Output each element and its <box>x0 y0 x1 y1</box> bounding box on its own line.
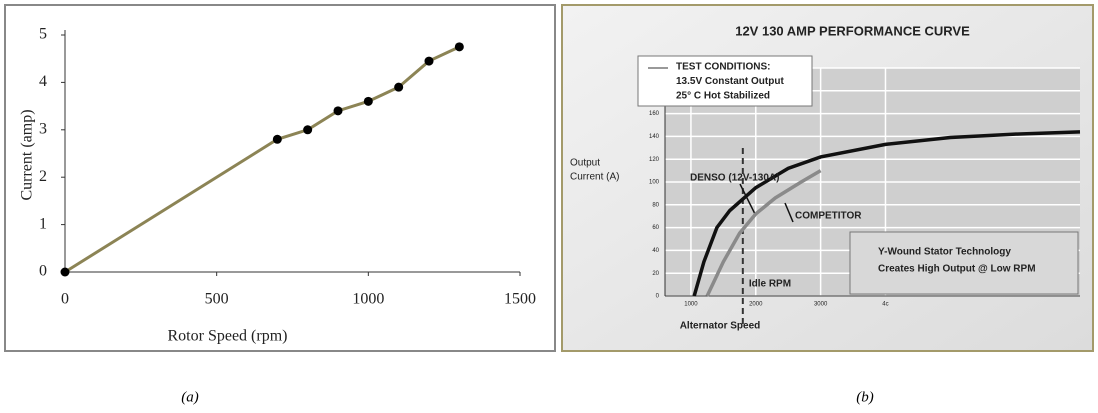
y-axis-label: Current (amp) <box>19 109 36 200</box>
x-tick-label: 1500 <box>504 291 536 308</box>
marker <box>273 135 282 144</box>
x-tick-label: 3000 <box>814 302 828 308</box>
series-label: DENSO (12V-130A) <box>690 173 779 184</box>
marker <box>455 42 464 51</box>
caption: (a) <box>181 389 199 405</box>
marker <box>425 57 434 66</box>
annotation-text: Creates High Output @ Low RPM <box>878 264 1036 275</box>
y-tick-label: 3 <box>39 120 47 137</box>
y-tick-label: 140 <box>649 134 660 140</box>
marker <box>394 83 403 92</box>
y-tick-label: 160 <box>649 111 660 117</box>
marker <box>303 125 312 134</box>
panel-a <box>5 5 555 351</box>
x-tick-label: 1000 <box>352 291 384 308</box>
chart-title: 12V 130 AMP PERFORMANCE CURVE <box>735 23 970 38</box>
y-tick-label: 100 <box>649 180 660 186</box>
y-axis-label: Output <box>570 158 600 169</box>
y-tick-label: 0 <box>39 263 47 280</box>
annotation-text: TEST CONDITIONS: <box>676 62 770 73</box>
y-tick-label: 4 <box>39 73 47 90</box>
caption: (b) <box>856 389 874 405</box>
y-tick-label: 20 <box>652 271 659 277</box>
marker <box>334 106 343 115</box>
annotation-text: Y-Wound Stator Technology <box>878 247 1011 258</box>
series-label: COMPETITOR <box>795 211 862 222</box>
x-tick-label: 0 <box>61 291 69 308</box>
y-tick-label: 5 <box>39 26 47 43</box>
y-tick-label: 1 <box>39 215 47 232</box>
figure: 0 1 2 3 4 5 0 500 1000 1500 (a) Rotor Speed (rpm) Cu… <box>0 0 1098 413</box>
y-tick-label: 60 <box>652 225 659 231</box>
y-tick-label: 120 <box>649 157 660 163</box>
marker <box>61 268 70 277</box>
x-tick-label: 1000 <box>684 302 698 308</box>
y-tick-label: 80 <box>652 202 659 208</box>
y-tick-label: 40 <box>652 248 659 254</box>
x-tick-label: 500 <box>205 291 229 308</box>
marker <box>364 97 373 106</box>
annotation-text: 13.5V Constant Output <box>676 76 784 87</box>
x-tick-label: 4c <box>882 302 888 308</box>
y-axis-label: Current (A) <box>570 172 619 183</box>
annotation-text: 25° C Hot Stabilized <box>676 91 770 102</box>
x-tick-label: 2000 <box>749 302 763 308</box>
x-axis-label: Alternator Speed <box>680 321 761 332</box>
y-tick-label: 2 <box>39 168 47 185</box>
reference-label: Idle RPM <box>749 279 791 290</box>
x-axis-label: Rotor Speed (rpm) <box>168 328 288 345</box>
